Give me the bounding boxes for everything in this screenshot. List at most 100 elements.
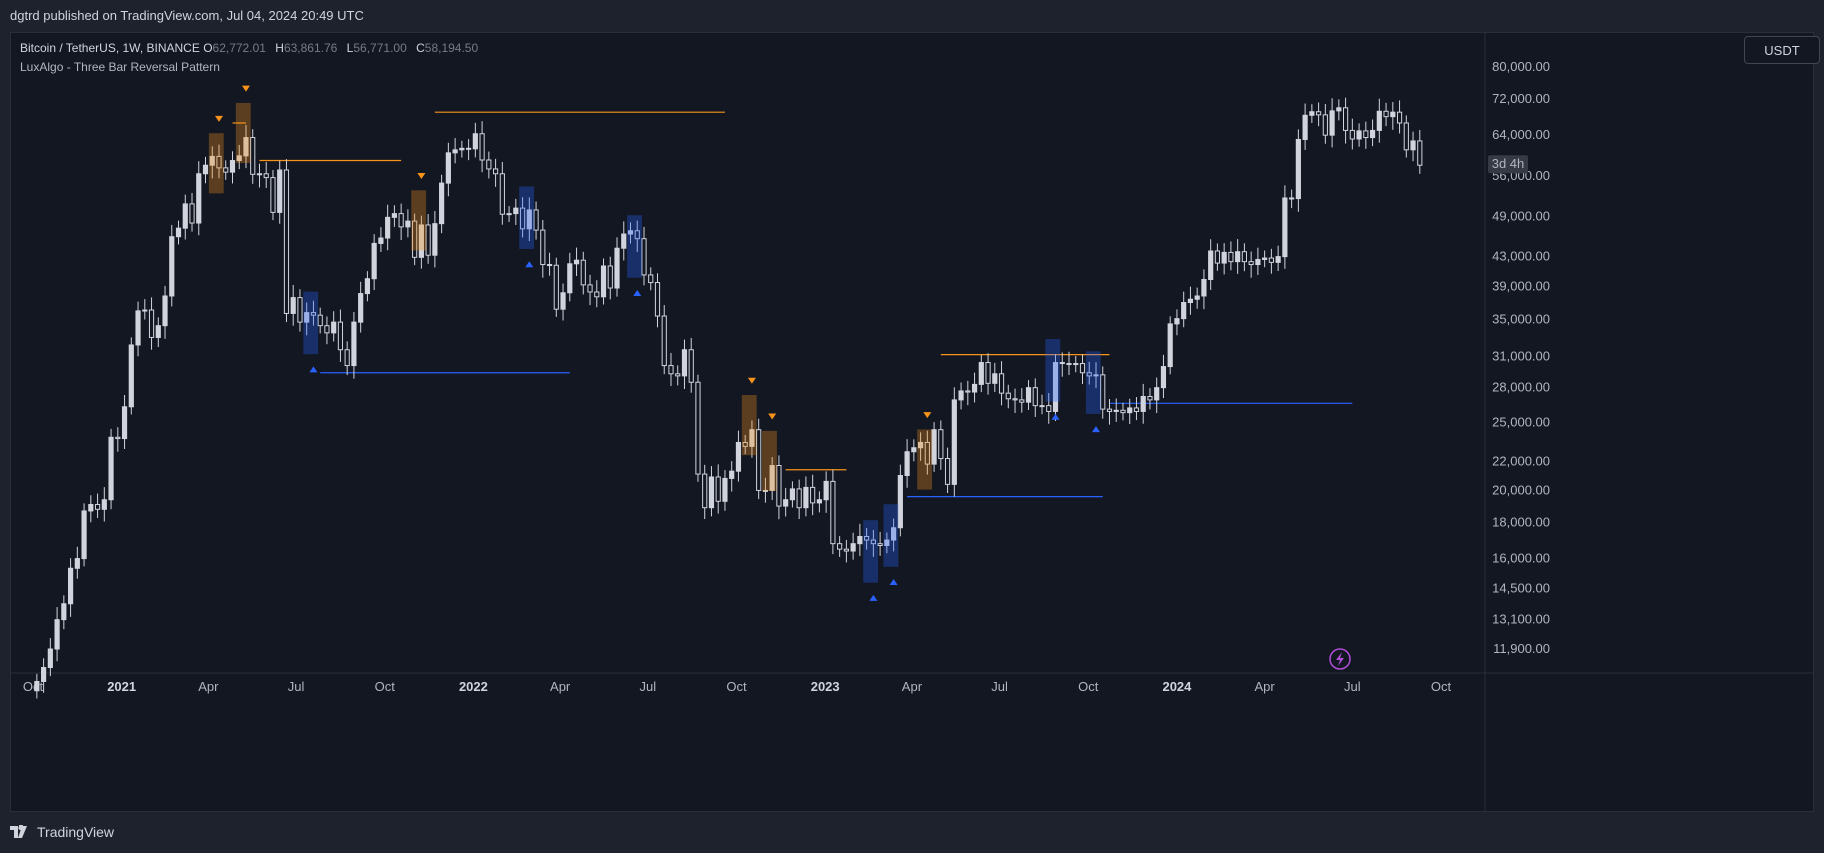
candle[interactable] <box>1248 251 1254 278</box>
candle[interactable] <box>769 457 775 500</box>
candle[interactable] <box>1383 102 1389 127</box>
candle[interactable] <box>1363 121 1369 149</box>
candle[interactable] <box>405 209 411 238</box>
candle[interactable] <box>668 352 674 387</box>
candle[interactable] <box>47 638 53 677</box>
candle[interactable] <box>128 337 134 415</box>
candle[interactable] <box>216 144 222 179</box>
candle[interactable] <box>762 477 769 503</box>
candle[interactable] <box>115 427 121 452</box>
candle[interactable] <box>560 283 566 321</box>
candle[interactable] <box>688 337 694 393</box>
candle[interactable] <box>877 531 883 556</box>
candle[interactable] <box>499 161 505 225</box>
candle[interactable] <box>1106 399 1113 425</box>
candle[interactable] <box>1336 99 1342 121</box>
candle[interactable] <box>742 434 748 455</box>
candle[interactable] <box>884 532 890 554</box>
candle[interactable] <box>331 311 337 342</box>
candle[interactable] <box>661 305 667 375</box>
candle[interactable] <box>263 161 269 189</box>
candle[interactable] <box>148 297 155 350</box>
candle[interactable] <box>94 493 101 518</box>
candle[interactable] <box>1322 103 1328 144</box>
candle[interactable] <box>297 289 303 332</box>
candle[interactable] <box>783 487 789 517</box>
candle[interactable] <box>1282 185 1288 269</box>
lightning-icon[interactable] <box>1329 648 1351 670</box>
symbol-line[interactable]: Bitcoin / TetherUS, 1W, BINANCE O62,772.… <box>20 39 484 58</box>
candle[interactable] <box>1039 394 1045 415</box>
candle[interactable] <box>1079 354 1086 385</box>
candle[interactable] <box>88 495 94 523</box>
candle[interactable] <box>1289 189 1295 209</box>
candle[interactable] <box>648 267 654 291</box>
candle[interactable] <box>1349 118 1355 150</box>
candle[interactable] <box>998 361 1005 406</box>
candle[interactable] <box>1255 247 1261 275</box>
candle[interactable] <box>364 271 371 302</box>
candle[interactable] <box>776 455 782 520</box>
candle[interactable] <box>810 474 816 516</box>
candle[interactable] <box>1140 383 1146 424</box>
candle[interactable] <box>978 354 984 393</box>
candle[interactable] <box>1160 354 1167 399</box>
candle[interactable] <box>425 214 431 264</box>
candle[interactable] <box>391 205 397 227</box>
candle[interactable] <box>513 198 519 225</box>
candle[interactable] <box>452 138 458 164</box>
candle[interactable] <box>708 466 715 517</box>
candle[interactable] <box>1086 361 1092 385</box>
candle[interactable] <box>729 461 735 492</box>
candle[interactable] <box>1275 245 1281 271</box>
tradingview-logo[interactable]: TradingView <box>10 824 114 840</box>
candle[interactable] <box>1302 103 1308 150</box>
candle[interactable] <box>81 503 87 567</box>
candle[interactable] <box>526 197 532 242</box>
candle[interactable] <box>594 280 600 308</box>
candle[interactable] <box>418 215 424 269</box>
candle[interactable] <box>681 339 688 390</box>
candle[interactable] <box>540 220 546 278</box>
candle[interactable] <box>567 252 573 302</box>
candle[interactable] <box>236 144 242 170</box>
candle[interactable] <box>1356 123 1362 147</box>
candle[interactable] <box>944 447 951 494</box>
candle[interactable] <box>958 382 964 410</box>
candle[interactable] <box>938 420 944 470</box>
candle[interactable] <box>472 122 478 158</box>
candle[interactable] <box>702 464 708 520</box>
candle[interactable] <box>580 251 586 295</box>
candle[interactable] <box>1228 241 1234 271</box>
candle[interactable] <box>621 221 627 261</box>
candle[interactable] <box>412 213 418 266</box>
candle[interactable] <box>1187 286 1194 315</box>
candle[interactable] <box>439 174 445 234</box>
candle[interactable] <box>897 464 903 537</box>
candle[interactable] <box>951 387 957 497</box>
candle[interactable] <box>492 158 499 187</box>
candle[interactable] <box>459 140 465 158</box>
candle[interactable] <box>108 428 114 510</box>
candle[interactable] <box>1235 239 1241 274</box>
candle[interactable] <box>358 281 364 333</box>
candle[interactable] <box>864 528 870 550</box>
candle[interactable] <box>1390 102 1396 130</box>
candle[interactable] <box>803 476 809 517</box>
candle[interactable] <box>189 192 195 232</box>
candle[interactable] <box>101 487 107 522</box>
candle[interactable] <box>67 558 74 617</box>
candlestick-chart[interactable]: 80,000.0072,000.0064,000.0056,000.0049,0… <box>11 33 1813 811</box>
candle[interactable] <box>850 532 856 560</box>
candle[interactable] <box>627 222 634 244</box>
candle[interactable] <box>1093 362 1099 389</box>
candle[interactable] <box>1329 98 1335 148</box>
candle[interactable] <box>1208 239 1214 290</box>
candle[interactable] <box>796 479 802 520</box>
candle[interactable] <box>971 372 978 403</box>
candle[interactable] <box>965 380 971 406</box>
candle[interactable] <box>924 430 930 475</box>
candle[interactable] <box>506 206 512 222</box>
candle[interactable] <box>1012 388 1018 414</box>
candle[interactable] <box>654 273 661 328</box>
